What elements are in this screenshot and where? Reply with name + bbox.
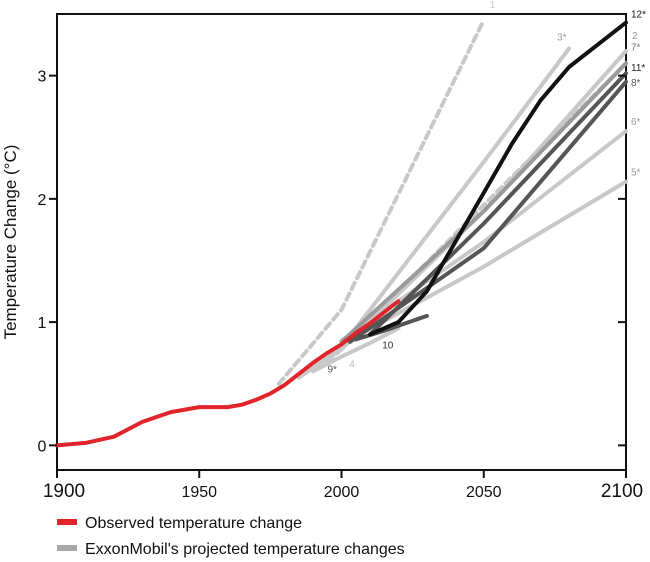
observed-line: [55, 299, 401, 448]
x-tick-label-2050: 2050: [466, 484, 502, 501]
projection-line-2: [296, 49, 628, 380]
curve-label-7-star: 7*: [631, 42, 641, 53]
curve-labels: 1 4 2 3* 5* 6* 9* 7* 8* 10 11* 12*: [328, 0, 647, 375]
curve-label-2: 2: [632, 31, 638, 42]
plot-frame: [56, 13, 627, 471]
curve-label-3-star: 3*: [557, 33, 567, 44]
y-tick-label-0: 0: [38, 438, 47, 455]
y-tick-label-2: 2: [38, 192, 47, 209]
projection-line-7-star: [339, 61, 628, 344]
y-axis-label: Temperature Change (°C): [1, 145, 20, 340]
x-tick-label-2100: 2100: [601, 481, 643, 502]
curve-label-10: 10: [382, 341, 394, 352]
curve-label-12-star: 12*: [631, 10, 646, 21]
legend-label-observed: Observed temperature change: [85, 515, 302, 532]
projection-line-12-star: [368, 20, 628, 337]
projection-line-11-star: [368, 71, 628, 337]
legend-label-projected: ExxonMobil's projected temperature chang…: [85, 541, 405, 558]
y-tick-label-1: 1: [38, 315, 47, 332]
curve-label-5-star: 5*: [631, 168, 641, 179]
curve-label-6-star: 6*: [631, 117, 641, 128]
legend: Observed temperature change ExxonMobil's…: [57, 515, 405, 558]
projection-line-9-star: [311, 326, 401, 374]
projection-line-1: [276, 18, 486, 386]
curve-label-4: 4: [349, 360, 355, 371]
x-tick-label-1900: 1900: [43, 481, 85, 502]
projection-lines: [276, 18, 628, 386]
curve-label-1: 1: [490, 0, 496, 11]
y-tick-label-3: 3: [38, 69, 47, 86]
x-tick-label-2000: 2000: [324, 484, 360, 501]
curve-label-11-star: 11*: [631, 63, 645, 74]
x-tick-label-1950: 1950: [181, 484, 217, 501]
projection-line-10: [353, 313, 429, 342]
axis-ticks: 1900 1950 2000 2050 2100 0 1 2 3: [38, 69, 644, 502]
observed-line-group: [55, 299, 401, 448]
curve-label-9-star: 9*: [328, 365, 338, 376]
projection-line-3-star: [311, 46, 572, 371]
curve-label-8-star: 8*: [631, 78, 641, 89]
